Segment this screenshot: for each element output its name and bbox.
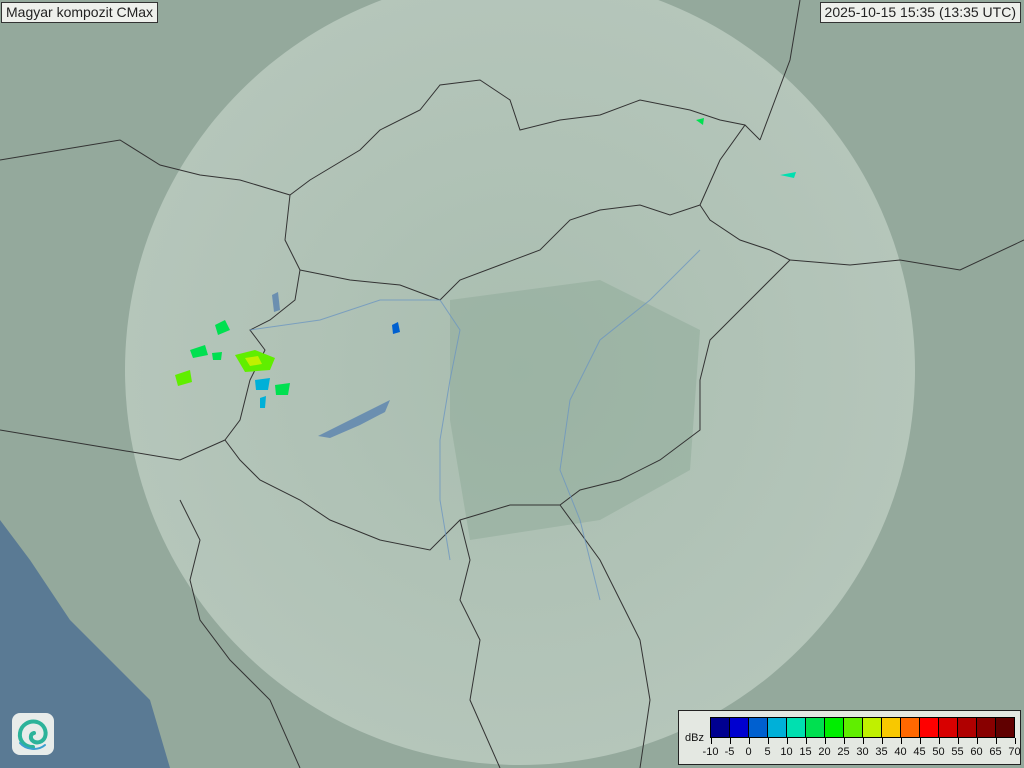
lake-balaton: [318, 400, 390, 438]
legend-tick-label: 30: [856, 746, 869, 758]
legend-swatch: [863, 718, 882, 737]
legend-tick-label: 50: [932, 746, 945, 758]
legend-tick-mark: [862, 738, 864, 744]
legend-tick-mark: [748, 738, 750, 744]
legend-tick-mark: [938, 738, 940, 744]
legend-tick-mark: [710, 738, 712, 744]
legend-unit: dBz: [685, 732, 704, 744]
legend-swatch: [901, 718, 920, 737]
legend-swatch: [730, 718, 749, 737]
legend-tick-label: 15: [799, 746, 812, 758]
legend-tick-mark: [805, 738, 807, 744]
legend-swatch: [787, 718, 806, 737]
dbz-legend: dBz -10 -5 0 5 10 15 20 25 30 35 40 45 50 55 60 65 70: [678, 710, 1021, 765]
legend-swatch: [844, 718, 863, 737]
legend-swatch: [806, 718, 825, 737]
legend-tick-label: -5: [724, 746, 735, 758]
legend-tick-mark: [1014, 738, 1016, 744]
legend-tick-label: 55: [951, 746, 964, 758]
legend-tick-label: -10: [702, 746, 719, 758]
legend-swatch: [749, 718, 768, 737]
legend-tick-label: 20: [818, 746, 831, 758]
legend-tick-label: 40: [894, 746, 907, 758]
legend-tick-mark: [881, 738, 883, 744]
rivers: [249, 249, 701, 601]
legend-tick-label: 5: [764, 746, 771, 758]
legend-tick-label: 10: [780, 746, 793, 758]
legend-color-bar: [710, 717, 1015, 738]
product-title: Magyar kompozit CMax: [1, 2, 159, 23]
legend-swatch: [977, 718, 996, 737]
adriatic-sea: [0, 520, 170, 768]
legend-tick-label: 0: [745, 746, 752, 758]
timestamp: 2025-10-15 15:35 (13:35 UTC): [819, 2, 1021, 23]
legend-tick-mark: [824, 738, 826, 744]
legend-tick-mark: [786, 738, 788, 744]
legend-tick-mark: [900, 738, 902, 744]
lake-neusiedl: [272, 292, 280, 312]
legend-tick-mark: [729, 738, 731, 744]
legend-swatch: [939, 718, 958, 737]
legend-swatch: [882, 718, 901, 737]
legend-tick-label: 25: [837, 746, 850, 758]
legend-swatch: [768, 718, 787, 737]
hungary-plain: [450, 280, 700, 540]
legend-tick-label: 70: [1008, 746, 1021, 758]
legend-tick-mark: [995, 738, 997, 744]
legend-swatch: [825, 718, 844, 737]
legend-tick-mark: [976, 738, 978, 744]
legend-tick-mark: [919, 738, 921, 744]
legend-tick-label: 35: [875, 746, 888, 758]
legend-tick-mark: [767, 738, 769, 744]
legend-swatch: [920, 718, 939, 737]
legend-tick-label: 45: [913, 746, 926, 758]
radar-echoes: [175, 118, 796, 408]
legend-tick-mark: [957, 738, 959, 744]
legend-swatch: [996, 718, 1014, 737]
legend-tick-label: 60: [970, 746, 983, 758]
legend-tick-mark: [843, 738, 845, 744]
legend-swatch: [711, 718, 730, 737]
swirl-logo-icon: [12, 713, 54, 755]
legend-swatch: [958, 718, 977, 737]
legend-tick-label: 65: [989, 746, 1002, 758]
